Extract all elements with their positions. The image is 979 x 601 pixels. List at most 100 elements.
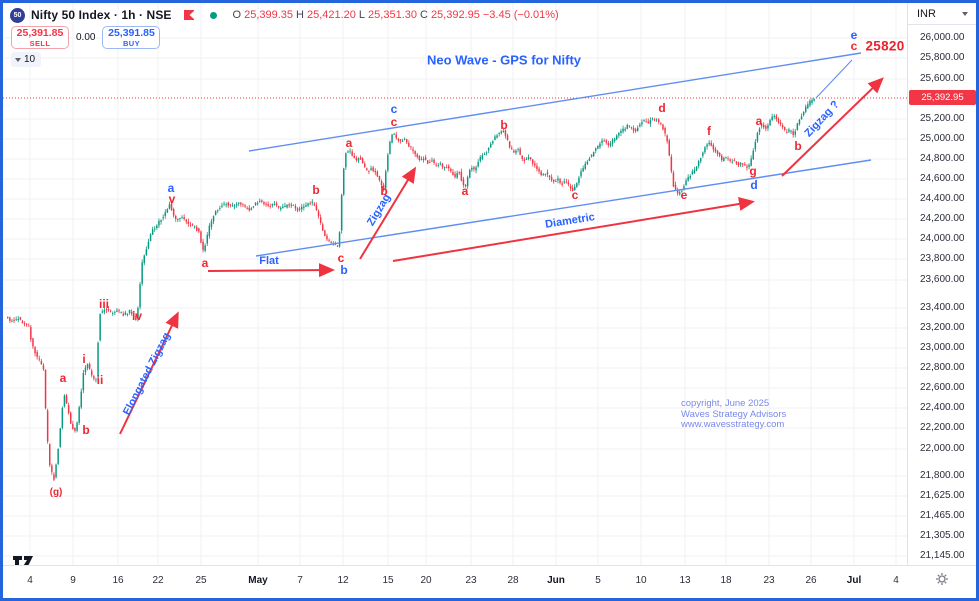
chart-annotation-title: Neo Wave - GPS for Nifty — [426, 52, 582, 68]
time-tick-label: May — [248, 575, 268, 586]
price-tick-label: 25,800.00 — [920, 52, 965, 63]
time-axis[interactable]: 4 9 16 22 25 May 7 12 15 20 23 28 Jun 5 10 13 18 23 26 Jul 4 — [3, 565, 976, 598]
wave-label: e — [680, 188, 688, 202]
wave-label: iv — [131, 309, 143, 323]
change-value: −3.45 (−0.01%) — [482, 9, 559, 21]
price-tick-label: 22,800.00 — [920, 362, 965, 373]
wave-label: e — [850, 28, 858, 42]
high-value: 25,421.20 — [306, 9, 356, 21]
close-label: C — [419, 9, 428, 21]
time-tick-label: 7 — [297, 575, 303, 586]
symbol-title[interactable]: Nifty 50 Index · 1h · NSE — [31, 8, 172, 22]
ohlc-readout: O 25,399.35 H 25,421.20 L 25,351.30 C 25,392… — [233, 9, 559, 21]
low-label: L — [358, 9, 366, 21]
wave-label: b — [500, 118, 508, 132]
wave-label: c — [337, 251, 345, 265]
price-axis[interactable]: INR 26,000.00 25,800.00 25,600.00 25,200.00… — [907, 3, 976, 565]
time-tick-label: 25 — [195, 575, 207, 586]
price-tick-label: 22,200.00 — [920, 422, 965, 433]
market-status-icon — [209, 11, 217, 19]
low-value: 25,351.30 — [368, 9, 417, 21]
sell-price: 25,391.85 — [16, 27, 64, 39]
price-tick-label: 22,000.00 — [920, 443, 965, 454]
wave-label: c — [390, 102, 398, 116]
wave-label: f — [707, 124, 711, 138]
price-target-label: 25820 — [865, 38, 905, 54]
price-tick-label: 23,000.00 — [920, 342, 965, 353]
price-tick-label: 24,800.00 — [920, 153, 965, 164]
wave-label: b — [794, 139, 802, 153]
wave-label: (g) — [49, 487, 63, 498]
nifty50-logo: 50 — [10, 7, 25, 23]
price-tick-label: 23,200.00 — [920, 322, 965, 333]
price-tick-label: 26,000.00 — [920, 32, 965, 43]
buy-button[interactable]: 25,391.85 BUY — [102, 26, 161, 49]
axis-settings-gear-icon[interactable] — [934, 571, 950, 587]
currency-label: INR — [917, 7, 936, 20]
time-tick-label: 13 — [679, 575, 691, 586]
time-tick-label: 28 — [507, 575, 519, 586]
price-tick-label: 21,465.00 — [920, 510, 965, 521]
time-tick-label: 23 — [763, 575, 775, 586]
open-label: O — [232, 9, 242, 21]
symbol-legend: 50 Nifty 50 Index · 1h · NSE O 25,399.35 … — [10, 6, 559, 24]
sell-label: SELL — [29, 38, 51, 48]
wave-label: a — [345, 136, 353, 150]
price-tick-label: 23,800.00 — [920, 253, 965, 264]
price-tick-label: 21,305.00 — [920, 530, 965, 541]
sell-button[interactable]: 25,391.85 SELL — [11, 26, 69, 49]
quote-widget: 25,391.85 SELL 0.00 25,391.85 BUY — [11, 26, 161, 49]
price-tick-label: 24,000.00 — [920, 233, 965, 244]
wave-label: iii — [98, 297, 110, 311]
interval-selector[interactable]: 10 — [11, 52, 42, 67]
wave-label: c — [571, 188, 579, 202]
price-tick-label: 22,400.00 — [920, 402, 965, 413]
time-tick-label: 20 — [420, 575, 432, 586]
time-tick-label: 15 — [382, 575, 394, 586]
wave-label: i — [82, 352, 86, 366]
copyright-line: copyright, June 2025 — [681, 398, 770, 409]
time-tick-label: 23 — [465, 575, 477, 586]
wave-label: g — [749, 164, 757, 178]
price-tick-label: 21,145.00 — [920, 550, 965, 561]
price-tick-label: 24,400.00 — [920, 193, 965, 204]
interval-value: 10 — [24, 54, 36, 65]
symbol-flag-icon — [183, 10, 194, 20]
currency-selector[interactable]: INR — [908, 3, 976, 25]
price-chart-canvas[interactable] — [3, 3, 907, 565]
time-tick-label: Jun — [547, 575, 565, 586]
high-label: H — [296, 9, 304, 21]
wave-label: c — [390, 115, 398, 129]
wave-label: a — [167, 181, 175, 195]
wave-label: d — [658, 101, 666, 115]
wave-label: a — [201, 256, 209, 270]
wave-label: b — [82, 423, 90, 437]
time-tick-label: 26 — [805, 575, 817, 586]
chevron-down-icon — [15, 57, 21, 62]
time-tick-label: 9 — [70, 575, 76, 586]
price-tick-label: 25,200.00 — [920, 113, 965, 124]
chart-pane[interactable]: Neo Wave - GPS for Nifty 25820 Elongated… — [3, 3, 907, 568]
copyright-watermark: copyright, June 2025 Waves Strategy Advis… — [681, 398, 786, 431]
copyright-line: www.wavesstrategy.com — [681, 419, 785, 430]
open-value: 25,399.35 — [244, 9, 294, 21]
price-tick-label: 25,000.00 — [920, 133, 965, 144]
spread-value: 0.00 — [76, 32, 96, 43]
chevron-down-icon — [962, 11, 968, 16]
wave-label: a — [755, 114, 763, 128]
price-tick-label: 24,200.00 — [920, 213, 965, 224]
price-tick-label: 24,600.00 — [920, 173, 965, 184]
time-tick-label: Jul — [846, 575, 862, 586]
close-value: 25,392.95 — [430, 9, 480, 21]
wave-label: c — [850, 39, 858, 53]
price-tick-label: 22,600.00 — [920, 382, 965, 393]
wave-label: b — [340, 263, 348, 277]
time-tick-label: 18 — [720, 575, 732, 586]
price-tick-label: 23,400.00 — [920, 302, 965, 313]
time-tick-label: 4 — [893, 575, 899, 586]
wave-label: d — [750, 178, 758, 192]
time-tick-label: 4 — [27, 575, 33, 586]
wave-label: v — [168, 192, 176, 206]
price-tick-label: 23,600.00 — [920, 274, 965, 285]
